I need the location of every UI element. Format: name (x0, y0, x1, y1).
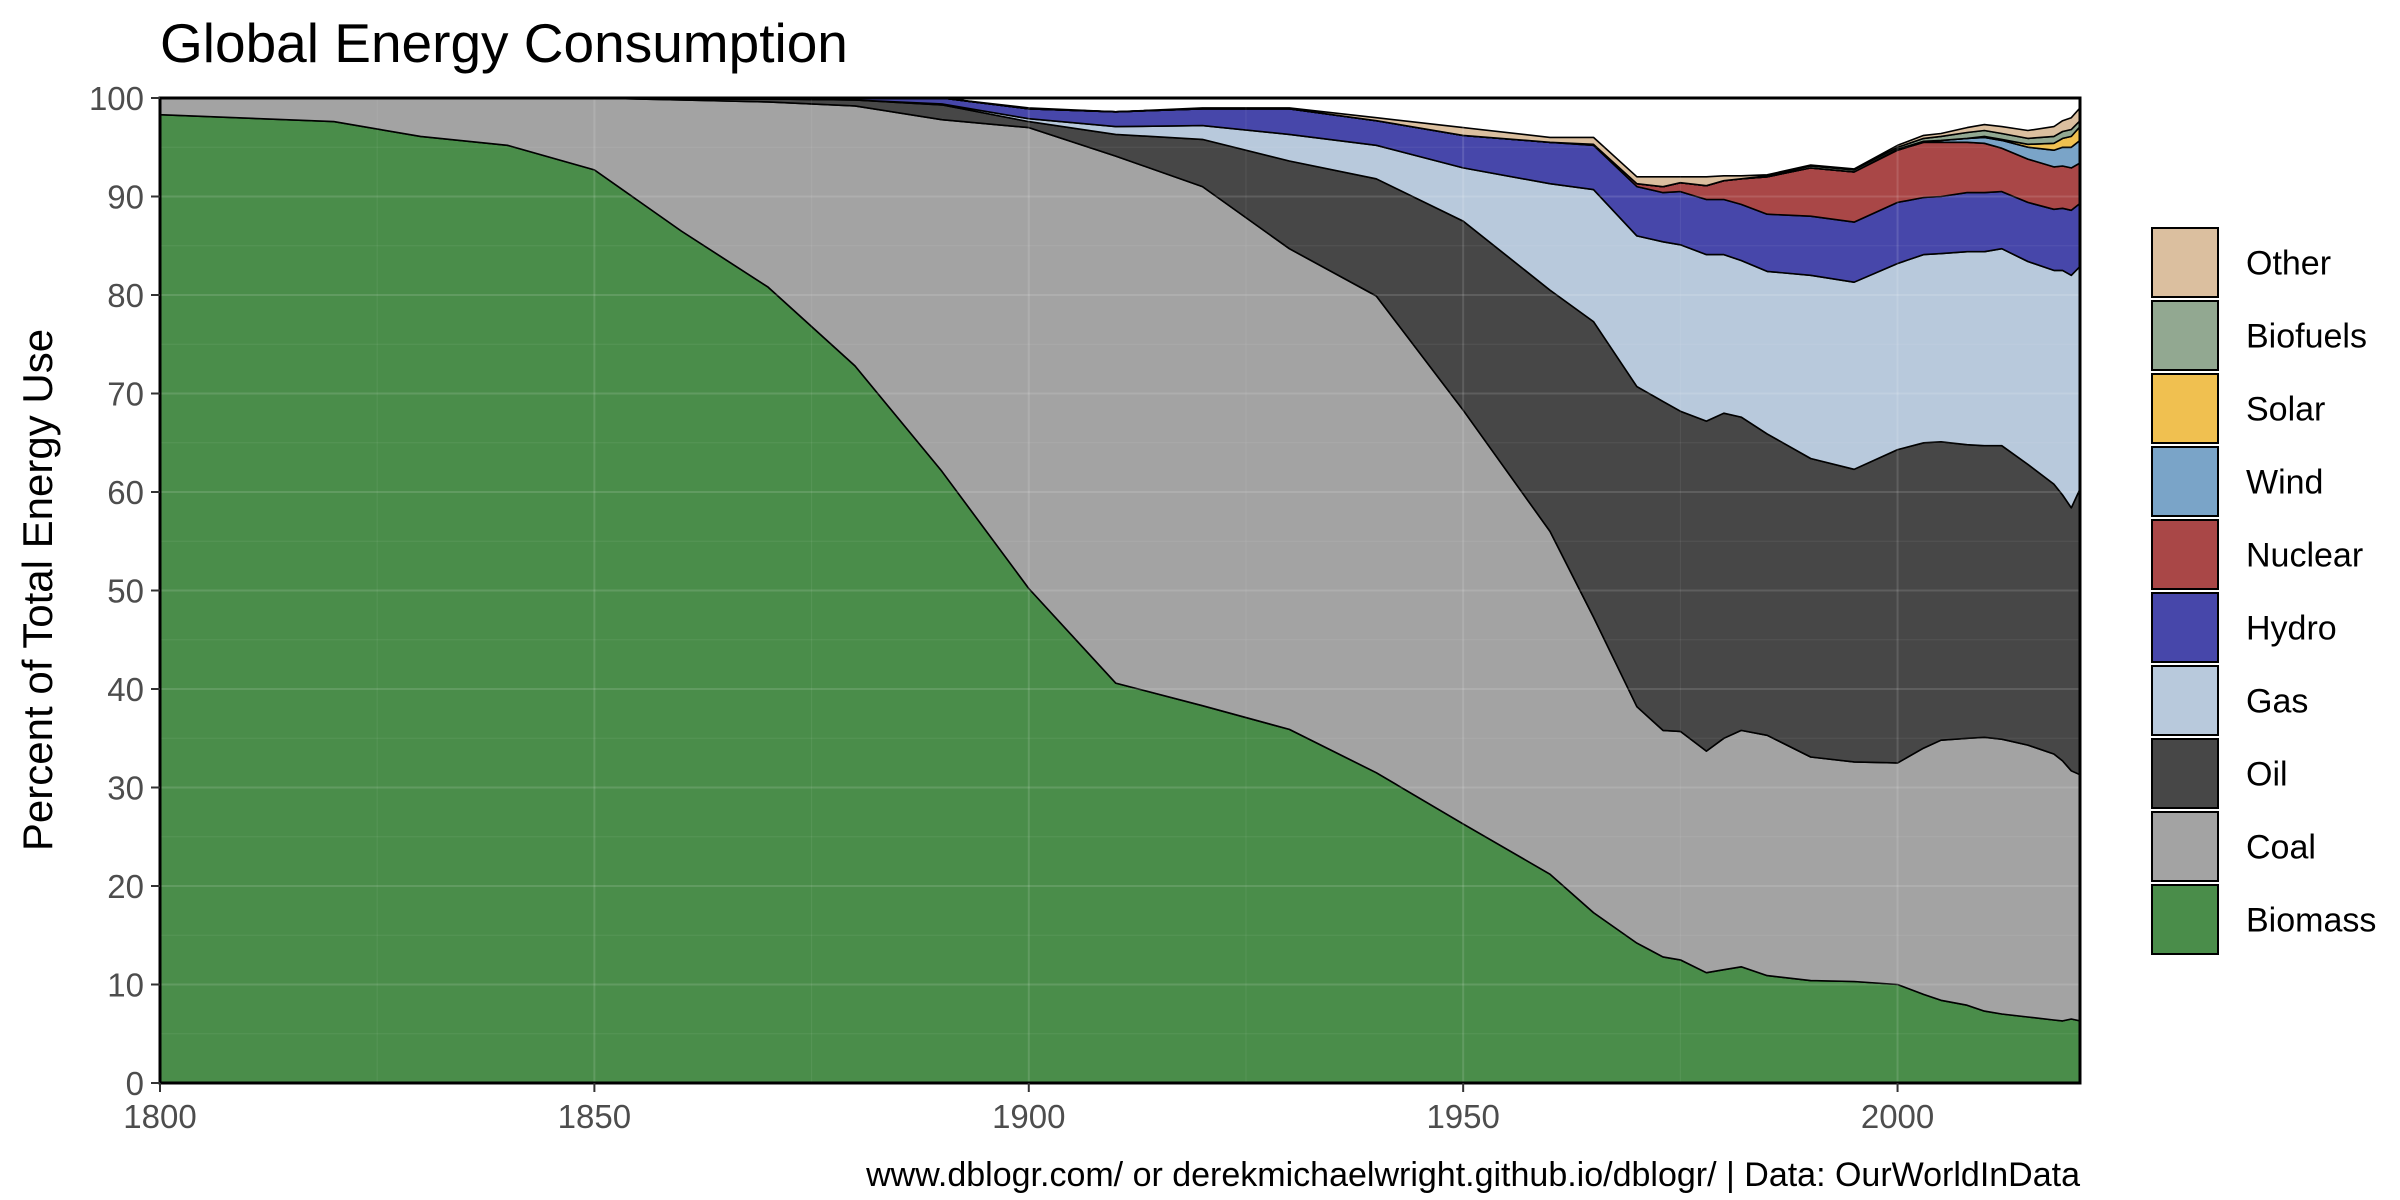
legend-swatch-hydro (2151, 592, 2219, 663)
y-tick-label: 80 (107, 277, 144, 314)
y-tick-label: 40 (107, 671, 144, 708)
y-axis: 0 10 20 30 40 50 60 70 80 90 100 (89, 80, 160, 1102)
y-tick-label: 0 (126, 1065, 144, 1102)
y-axis-title: Percent of Total Energy Use (14, 329, 61, 851)
y-tick-label: 20 (107, 868, 144, 905)
legend-label-oil: Oil (2246, 756, 2288, 794)
chart-caption: www.dblogr.com/ or derekmichaelwright.gi… (865, 1156, 2080, 1194)
y-tick-label: 10 (107, 967, 144, 1004)
y-tick-label: 60 (107, 474, 144, 511)
legend-swatch-biofuels (2151, 300, 2219, 371)
legend-label-wind: Wind (2246, 464, 2323, 502)
x-tick-label: 1850 (558, 1098, 631, 1135)
legend-swatch-wind (2151, 446, 2219, 517)
x-tick-label: 1950 (1426, 1098, 1499, 1135)
legend-label-hydro: Hydro (2246, 610, 2337, 648)
x-tick-label: 1800 (123, 1098, 196, 1135)
x-tick-label: 1900 (992, 1098, 1065, 1135)
chart-title: Global Energy Consumption (160, 12, 848, 74)
y-tick-label: 90 (107, 179, 144, 216)
legend-label-gas: Gas (2246, 683, 2308, 721)
legend-swatch-biomass (2151, 884, 2219, 955)
legend-label-other: Other (2246, 245, 2331, 283)
y-tick-label: 70 (107, 376, 144, 413)
legend-swatch-nuclear (2151, 519, 2219, 590)
legend-swatch-other (2151, 227, 2219, 298)
x-tick-label: 2000 (1861, 1098, 1934, 1135)
y-tick-label: 100 (89, 80, 144, 117)
legend-label-biofuels: Biofuels (2246, 318, 2367, 356)
legend-label-biomass: Biomass (2246, 902, 2376, 940)
legend-swatch-solar (2151, 373, 2219, 444)
gridlines (159, 97, 2080, 1084)
legend-swatch-oil (2151, 738, 2219, 809)
legend-label-coal: Coal (2246, 829, 2316, 867)
y-tick-label: 50 (107, 573, 144, 610)
legend-label-solar: Solar (2246, 391, 2325, 429)
y-tick-label: 30 (107, 770, 144, 807)
legend-swatch-gas (2151, 665, 2219, 736)
legend-swatch-coal (2151, 811, 2219, 882)
legend-label-nuclear: Nuclear (2246, 537, 2363, 575)
legend: Other Biofuels Solar Wind Nuclear Hydro Gas Oil… (2151, 227, 2376, 955)
x-axis: 1800 1850 1900 1950 2000 (123, 1083, 1934, 1135)
